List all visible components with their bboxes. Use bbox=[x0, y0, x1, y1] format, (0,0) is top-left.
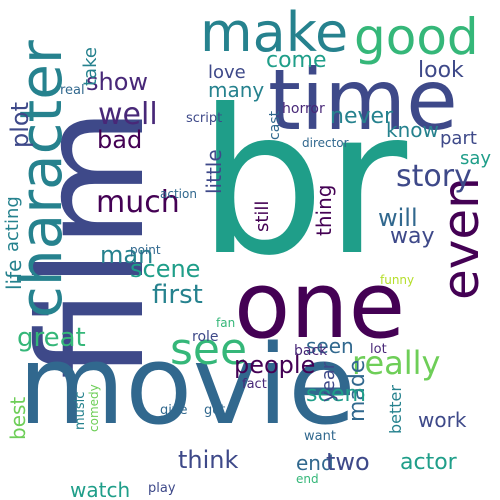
word-comedy: comedy bbox=[87, 384, 101, 432]
word-show: show bbox=[86, 68, 149, 96]
word-way: way bbox=[390, 224, 435, 249]
word-life: life bbox=[2, 259, 26, 290]
word-acting: acting bbox=[2, 196, 23, 252]
word-story: story bbox=[396, 159, 472, 194]
word-movie: movie bbox=[18, 321, 356, 449]
word-point: point bbox=[130, 243, 161, 257]
word-watch: watch bbox=[70, 478, 131, 500]
word-real: real bbox=[60, 83, 85, 98]
word-fact: fact bbox=[242, 377, 267, 392]
word-time: time bbox=[268, 51, 458, 149]
word-bad: bad bbox=[97, 126, 143, 154]
word-man: man bbox=[100, 241, 154, 269]
word-cast: cast bbox=[267, 110, 283, 140]
word-well: well bbox=[98, 97, 158, 132]
word-lot: lot bbox=[370, 342, 387, 357]
word-funny: funny bbox=[380, 273, 415, 287]
word-plot: plot bbox=[6, 102, 34, 148]
word-better: better bbox=[386, 385, 405, 434]
word-many: many bbox=[208, 78, 265, 102]
word-much: much bbox=[96, 185, 180, 220]
word-make: make bbox=[200, 1, 349, 64]
word-director: director bbox=[302, 136, 349, 150]
word-great: great bbox=[17, 323, 86, 353]
word-think: think bbox=[178, 446, 239, 474]
word-horror: horror bbox=[282, 101, 325, 117]
word-role: role bbox=[192, 329, 219, 345]
word-end: end bbox=[296, 451, 334, 475]
word-best: best bbox=[6, 396, 30, 440]
word-scene: scene bbox=[130, 255, 201, 283]
word-back: back bbox=[294, 343, 328, 359]
word-first: first bbox=[152, 280, 203, 310]
word-love: love bbox=[208, 62, 246, 83]
word-seem: seem bbox=[306, 382, 366, 407]
word-still: still bbox=[252, 200, 273, 232]
word-one: one bbox=[234, 252, 406, 359]
word-music: music bbox=[73, 391, 88, 430]
word-know: know bbox=[386, 118, 439, 142]
word-take: take bbox=[80, 47, 101, 86]
word-people: people bbox=[234, 351, 316, 379]
word-even: even bbox=[432, 177, 490, 300]
word-little: little bbox=[202, 149, 226, 194]
word-never: never bbox=[330, 104, 394, 129]
word-seen: seen bbox=[306, 334, 354, 358]
word-say: say bbox=[460, 148, 492, 169]
word-fan: fan bbox=[216, 316, 236, 330]
word-thing: thing bbox=[312, 184, 336, 236]
word-end-2: end bbox=[296, 472, 319, 486]
word-action: action bbox=[160, 187, 197, 201]
word-script: script bbox=[186, 111, 223, 126]
word-see: see bbox=[170, 324, 248, 375]
word-want: want bbox=[304, 429, 336, 444]
word-br: br bbox=[198, 67, 408, 300]
word-look: look bbox=[418, 58, 464, 83]
word-work: work bbox=[418, 408, 467, 432]
word-give: give bbox=[160, 403, 188, 418]
word-come: come bbox=[266, 48, 327, 73]
word-got: got bbox=[204, 403, 226, 418]
word-will: will bbox=[378, 204, 418, 232]
word-part: part bbox=[440, 128, 477, 149]
word-play: play bbox=[148, 481, 176, 496]
word-two: two bbox=[326, 448, 370, 476]
word-really: really bbox=[352, 344, 441, 382]
word-good: good bbox=[354, 8, 479, 66]
word-year: year bbox=[318, 361, 339, 402]
word-actor: actor bbox=[400, 450, 457, 475]
